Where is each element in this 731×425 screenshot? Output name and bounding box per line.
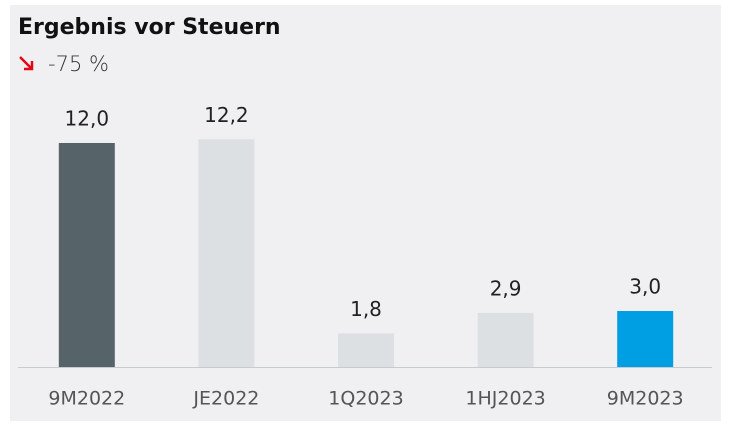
chart-subtitle: -75 % [48, 52, 109, 76]
x-tick-label: 1HJ2023 [465, 388, 545, 410]
x-tick-label: 9M2022 [48, 388, 125, 410]
bar [338, 333, 394, 367]
x-tick-label: JE2022 [192, 388, 259, 410]
value-label: 12,0 [65, 107, 110, 131]
chart-title: Ergebnis vor Steuern [18, 15, 281, 40]
bar [617, 311, 674, 367]
bar [477, 312, 534, 367]
bar [58, 143, 115, 367]
bar [198, 139, 255, 367]
value-label: 12,2 [204, 103, 249, 127]
value-label: 2,9 [490, 276, 522, 300]
down-arrow [19, 56, 34, 71]
value-label: 3,0 [629, 275, 661, 299]
x-tick-label: 9M2023 [607, 388, 684, 410]
x-tick-label: 1Q2023 [328, 388, 403, 410]
value-label: 1,8 [350, 297, 382, 321]
